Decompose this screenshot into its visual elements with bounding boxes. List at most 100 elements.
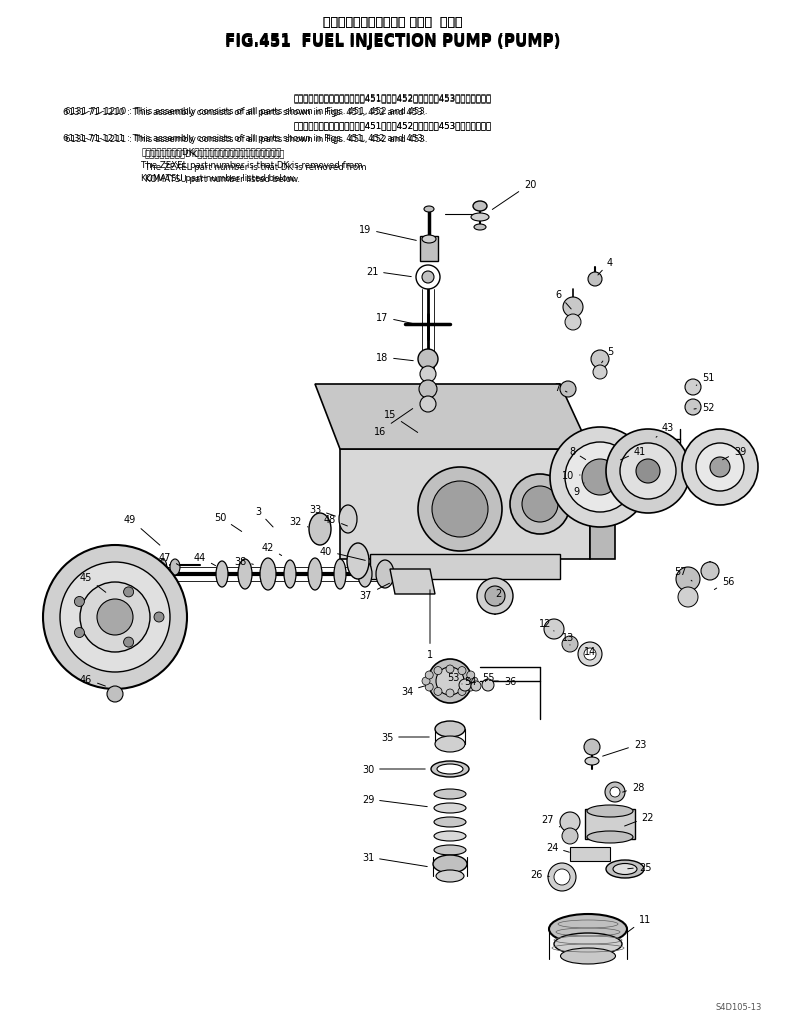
Ellipse shape [473,202,487,212]
Text: 51: 51 [696,373,714,386]
Ellipse shape [606,860,644,878]
Ellipse shape [422,235,436,244]
Circle shape [682,430,758,505]
Text: 30: 30 [362,764,425,774]
Text: 21: 21 [365,267,411,277]
Circle shape [610,788,620,797]
Text: 2: 2 [495,588,501,604]
Bar [420,236,438,262]
Circle shape [420,396,436,413]
Ellipse shape [216,561,228,587]
Circle shape [701,562,719,581]
Circle shape [470,678,478,686]
Circle shape [107,687,123,702]
Text: 56: 56 [714,577,734,590]
Text: 41: 41 [620,446,646,461]
Text: 12: 12 [539,619,554,632]
Text: 5: 5 [601,346,613,364]
Ellipse shape [431,761,469,777]
Text: このアセンブリの構成部品は第451図、第452図および第453図を含みます。: このアセンブリの構成部品は第451図、第452図および第453図を含みます。 [294,121,492,130]
Text: 55: 55 [482,673,494,683]
Text: 57: 57 [674,567,692,582]
Text: 42: 42 [262,542,281,556]
Circle shape [416,266,440,289]
Text: 13: 13 [562,633,574,645]
Text: 54: 54 [464,677,476,687]
Text: 11: 11 [627,914,651,932]
Circle shape [428,659,472,703]
Ellipse shape [434,803,466,813]
Ellipse shape [434,817,466,827]
Ellipse shape [334,559,346,589]
Circle shape [434,667,442,675]
Circle shape [60,562,170,673]
Text: 14: 14 [584,646,596,656]
Circle shape [620,443,676,499]
Text: 32: 32 [290,517,308,528]
Text: 31: 31 [362,852,428,867]
Circle shape [710,458,730,478]
Circle shape [562,637,578,652]
Circle shape [560,382,576,397]
Text: このアセンブリの構成部品は第451図、第452図および第453図を含みます。: このアセンブリの構成部品は第451図、第452図および第453図を含みます。 [294,94,492,102]
Ellipse shape [560,948,615,964]
Ellipse shape [260,558,276,590]
Text: 25: 25 [628,862,652,872]
Ellipse shape [437,764,463,774]
Text: このアセンブリの構成部品は第451図、第452図および第453図を含みます。: このアセンブリの構成部品は第451図、第452図および第453図を含みます。 [294,95,492,103]
Circle shape [422,272,434,283]
Text: 40: 40 [320,546,365,560]
Circle shape [565,315,581,331]
Text: 29: 29 [362,794,428,807]
Circle shape [563,298,583,318]
Text: 50: 50 [214,513,241,532]
Text: 6131-71-1211 : This assembly consists of all parts shown in Figs. 451, 452 and 4: 6131-71-1211 : This assembly consists of… [63,135,425,143]
Polygon shape [340,449,590,559]
Text: フェルインジェクション ポンプ  ポンプ: フェルインジェクション ポンプ ポンプ [323,15,463,29]
Circle shape [123,587,134,597]
Text: 15: 15 [384,410,417,433]
Text: 27: 27 [542,814,560,827]
Circle shape [471,682,481,691]
Text: 53: 53 [446,673,462,685]
Text: 品番のメーカ記号DKを除いたものがゼクセルの品番です。: 品番のメーカ記号DKを除いたものがゼクセルの品番です。 [141,148,282,156]
Ellipse shape [433,855,467,873]
Circle shape [75,628,84,638]
Text: 20: 20 [492,179,536,210]
Ellipse shape [339,505,357,534]
Bar [585,809,635,840]
Text: 45: 45 [80,573,106,593]
Circle shape [458,688,466,696]
Ellipse shape [436,870,464,882]
Circle shape [588,273,602,286]
Text: 17: 17 [376,313,413,324]
Ellipse shape [284,560,296,588]
Circle shape [685,399,701,416]
Text: 39: 39 [722,446,746,461]
Text: 6131-71-1210 : This assembly consists of all parts shown in Figs. 451, 452 and 4: 6131-71-1210 : This assembly consists of… [65,107,428,116]
Circle shape [485,586,505,606]
Text: 46: 46 [80,675,105,687]
Text: 52: 52 [694,403,714,413]
Circle shape [584,648,596,660]
Text: KOMATSU part number listed below.: KOMATSU part number listed below. [141,174,296,182]
Text: 7: 7 [554,382,567,392]
Text: 18: 18 [376,353,413,363]
Text: 23: 23 [603,739,646,756]
Text: 37: 37 [360,584,390,600]
Circle shape [80,583,150,652]
Circle shape [425,684,433,691]
Circle shape [591,351,609,369]
Text: 8: 8 [569,446,586,461]
Text: 35: 35 [380,733,429,742]
Circle shape [432,482,488,537]
Ellipse shape [170,559,180,576]
Ellipse shape [587,832,633,843]
Circle shape [418,350,438,370]
Text: 10: 10 [562,471,580,481]
Circle shape [676,568,700,591]
Circle shape [467,684,475,691]
Circle shape [459,680,471,691]
Circle shape [446,665,454,674]
Ellipse shape [347,543,369,580]
